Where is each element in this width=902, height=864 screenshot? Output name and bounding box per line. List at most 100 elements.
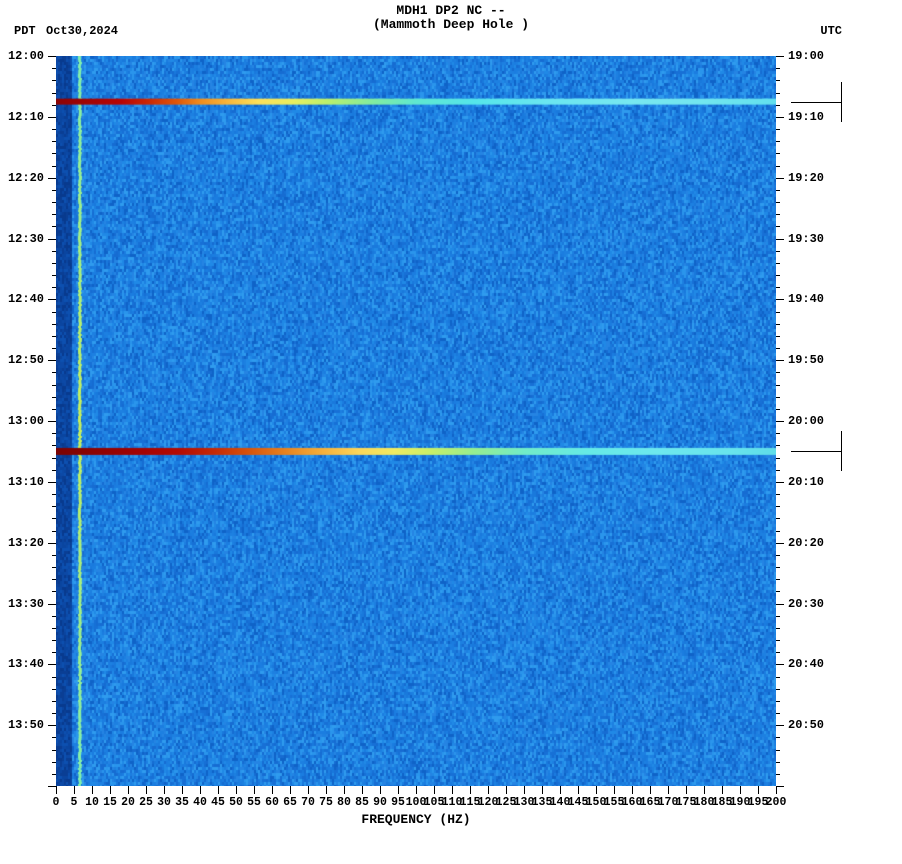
xtick (596, 786, 597, 794)
ytick-minor-left (52, 640, 56, 641)
ytick-minor-right (776, 129, 780, 130)
xtick-label: 35 (175, 796, 189, 809)
ytick-minor-left (52, 348, 56, 349)
ytick-major-right (776, 543, 784, 544)
ytick-minor-right (776, 628, 780, 629)
xtick (236, 786, 237, 794)
ytick-minor-left (52, 93, 56, 94)
xtick-label: 0 (53, 796, 60, 809)
x-axis-label: FREQUENCY (HZ) (0, 812, 832, 827)
ytick-minor-right (776, 531, 780, 532)
ytick-minor-left (52, 616, 56, 617)
ylabel-right: 20:20 (788, 536, 848, 550)
xtick (182, 786, 183, 794)
xtick (614, 786, 615, 794)
xtick-label: 60 (265, 796, 279, 809)
xtick-label: 30 (157, 796, 171, 809)
ylabel-right: 19:10 (788, 110, 848, 124)
xtick-label: 50 (229, 796, 243, 809)
ytick-minor-right (776, 433, 780, 434)
xtick-label: 55 (247, 796, 261, 809)
xtick-label: 65 (283, 796, 297, 809)
ytick-minor-right (776, 445, 780, 446)
ytick-minor-left (52, 579, 56, 580)
ytick-minor-left (52, 287, 56, 288)
ylabel-right: 20:40 (788, 657, 848, 671)
ytick-major-right (776, 725, 784, 726)
ytick-minor-right (776, 750, 780, 751)
ytick-major-right (776, 56, 784, 57)
ytick-major-left (48, 178, 56, 179)
ytick-minor-left (52, 713, 56, 714)
ylabel-right: 20:30 (788, 597, 848, 611)
tz-left-label: PDT (14, 24, 36, 38)
xtick (200, 786, 201, 794)
xtick-label: 90 (373, 796, 387, 809)
ytick-minor-left (52, 324, 56, 325)
ytick-minor-left (52, 409, 56, 410)
ytick-minor-left (52, 80, 56, 81)
ytick-minor-left (52, 762, 56, 763)
xtick (776, 786, 777, 794)
ytick-minor-right (776, 93, 780, 94)
xtick-label: 10 (85, 796, 99, 809)
xtick-label: 85 (355, 796, 369, 809)
xtick (686, 786, 687, 794)
ytick-minor-right (776, 458, 780, 459)
xtick-label: 20 (121, 796, 135, 809)
ytick-minor-right (776, 226, 780, 227)
event-marker-v (841, 431, 842, 471)
ytick-minor-left (52, 567, 56, 568)
xtick (524, 786, 525, 794)
ytick-major-left (48, 360, 56, 361)
ylabel-right: 19:30 (788, 232, 848, 246)
ytick-minor-left (52, 141, 56, 142)
ytick-minor-right (776, 214, 780, 215)
ytick-minor-left (52, 68, 56, 69)
xtick (74, 786, 75, 794)
xtick (560, 786, 561, 794)
ytick-minor-right (776, 68, 780, 69)
ytick-minor-left (52, 701, 56, 702)
ytick-minor-left (52, 226, 56, 227)
ylabel-right: 19:50 (788, 353, 848, 367)
ytick-major-left (48, 604, 56, 605)
ytick-minor-right (776, 677, 780, 678)
ylabel-left: 13:50 (0, 718, 44, 732)
xtick (722, 786, 723, 794)
xtick (398, 786, 399, 794)
xtick (470, 786, 471, 794)
ytick-minor-left (52, 445, 56, 446)
ytick-major-right (776, 360, 784, 361)
ytick-minor-left (52, 458, 56, 459)
ylabel-left: 12:40 (0, 292, 44, 306)
xtick (416, 786, 417, 794)
ytick-minor-left (52, 531, 56, 532)
ytick-minor-right (776, 713, 780, 714)
ylabel-left: 13:40 (0, 657, 44, 671)
ytick-minor-left (52, 737, 56, 738)
title-line1: MDH1 DP2 NC -- (0, 4, 902, 18)
ytick-minor-right (776, 166, 780, 167)
xtick (290, 786, 291, 794)
ytick-major-left (48, 421, 56, 422)
ytick-major-left (48, 117, 56, 118)
ytick-minor-left (52, 506, 56, 507)
ylabel-left: 13:10 (0, 475, 44, 489)
xtick (578, 786, 579, 794)
ytick-major-left (48, 786, 56, 787)
ytick-minor-left (52, 470, 56, 471)
ytick-major-left (48, 725, 56, 726)
ytick-minor-right (776, 470, 780, 471)
ytick-minor-left (52, 677, 56, 678)
xtick (56, 786, 57, 794)
ytick-minor-right (776, 287, 780, 288)
ytick-minor-left (52, 750, 56, 751)
ylabel-left: 13:30 (0, 597, 44, 611)
ytick-minor-right (776, 397, 780, 398)
ytick-major-right (776, 482, 784, 483)
xtick-label: 25 (139, 796, 153, 809)
ylabel-right: 19:40 (788, 292, 848, 306)
xtick (434, 786, 435, 794)
ytick-minor-right (776, 774, 780, 775)
